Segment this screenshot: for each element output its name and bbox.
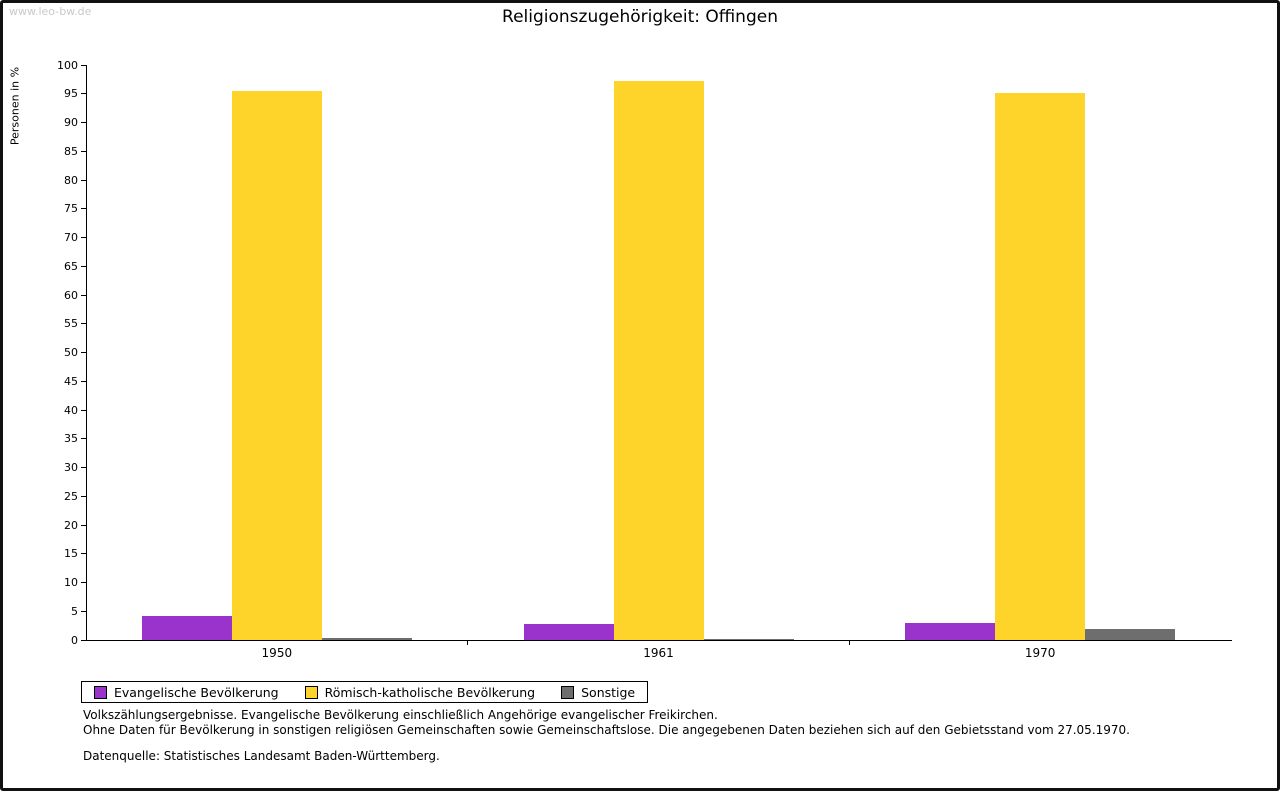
y-axis-tick-label: 75 [64,202,78,216]
legend-item: Evangelische Bevölkerung [94,685,279,700]
y-axis-tick-label: 35 [64,432,78,446]
x-axis-tick-label: 1961 [643,646,674,660]
y-axis-tick-label: 90 [64,116,78,129]
bar [905,623,996,640]
legend-label: Römisch-katholische Bevölkerung [324,684,536,700]
y-axis-tick-label: 25 [64,489,78,503]
y-axis-tick [81,380,86,382]
y-axis-tick-label: 15 [64,547,78,561]
y-axis-tick-label: 20 [64,518,78,532]
y-axis-tick-label: 70 [64,231,78,244]
legend-swatch [94,685,107,699]
legend-label: Sonstige [581,684,636,700]
watermark: www.leo-bw.de [9,5,92,18]
y-axis-tick-label: 40 [64,403,78,417]
x-axis-tick [467,641,469,645]
y-axis-tick [81,495,86,497]
y-axis-tick-label: 100 [57,58,78,72]
y-axis-tick [81,208,86,210]
legend-item: Römisch-katholische Bevölkerung [304,684,536,700]
y-axis-tick-label: 10 [64,576,78,589]
y-axis-tick-label: 80 [64,173,78,187]
y-axis-tick [81,610,86,612]
footnote-line-1: Volkszählungsergebnisse. Evangelische Be… [83,708,718,722]
y-axis-tick-label: 5 [71,604,78,618]
bar [703,639,794,640]
y-axis-tick-label: 0 [71,633,78,647]
legend-swatch [304,685,318,699]
y-axis-tick-label: 30 [64,461,78,474]
x-axis-tick-label: 1970 [1024,646,1056,660]
legend-label: Evangelische Bevölkerung [114,684,279,700]
legend-item: Sonstige [561,685,635,700]
y-axis-tick [81,467,86,468]
x-axis-tick [848,641,850,645]
y-axis-tick [81,582,86,583]
y-axis-tick [81,265,86,267]
y-axis-title: Personen in % [8,66,22,146]
y-axis-tick [81,294,86,296]
bar [141,615,232,640]
y-axis-tick-label: 85 [64,144,78,158]
y-axis-tick-label: 50 [64,346,78,359]
y-axis-tick [81,438,86,440]
bar [523,624,614,640]
y-axis-tick [81,179,86,181]
y-axis-tick [81,352,86,353]
y-axis-tick [81,93,86,95]
bar [1085,629,1176,640]
y-axis-tick [81,150,86,152]
chart-canvas: Personen in % 0 5 10 15 20 25 30 35 40 45 50 55 60 65… [3,3,1277,788]
legend: Evangelische Bevölkerung Römisch-katholis… [81,681,649,703]
y-axis-tick-label: 60 [64,288,78,302]
y-axis-tick-label: 65 [64,259,78,273]
bar [321,637,412,640]
footnote-line-2: Ohne Daten für Bevölkerung in sonstigen … [83,722,1130,737]
footnotes: Volkszählungsergebnisse. Evangelische Be… [83,708,1130,737]
bar [231,90,322,640]
y-axis-tick-label: 55 [64,317,78,331]
y-axis-tick [81,64,86,66]
data-source: Datenquelle: Statistisches Landesamt Bad… [83,749,440,763]
y-axis-tick-label: 95 [64,87,78,101]
legend-swatch [561,685,575,699]
y-axis-tick [81,524,86,526]
y-axis-tick [81,122,86,123]
y-axis-tick [81,409,86,411]
y-axis-tick [81,639,86,641]
x-axis-tick-label: 1950 [261,646,293,660]
y-axis-tick-label: 45 [64,374,78,388]
chart-title: Religionszugehörigkeit: Offingen [502,7,778,27]
y-axis-tick [81,237,86,238]
y-axis-tick [81,323,86,325]
y-axis-tick [81,553,86,555]
bar [613,81,704,640]
bar [995,92,1086,640]
